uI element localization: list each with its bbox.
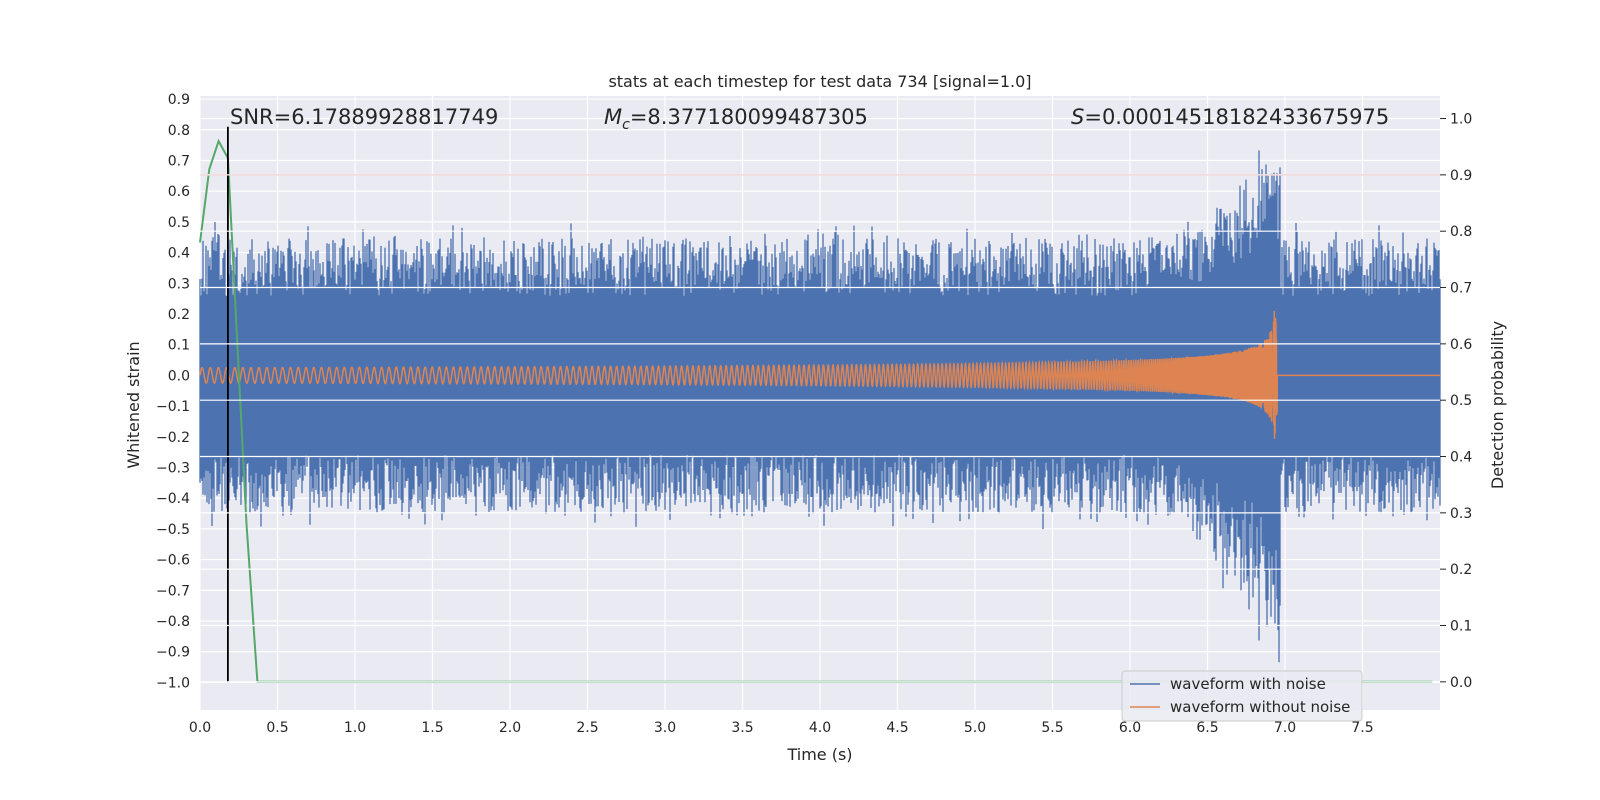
x-tick-label: 2.5 (576, 720, 598, 736)
chirp-mass-annotation: Mc=8.377180099487305 (604, 105, 868, 133)
y-tick-label: −0.4 (156, 491, 190, 507)
y2-tick-label: 0.8 (1450, 224, 1472, 240)
y-tick-label: −0.8 (156, 614, 190, 630)
chirp-mass-value: =8.377180099487305 (630, 105, 868, 129)
y-axis-ticks: 0.9 0.8 0.7 0.6 0.5 0.4 0.3 0.2 0.1 0.0 −0.1 −0.2 −0… (156, 92, 190, 691)
x-tick-label: 4.0 (809, 720, 831, 736)
y-tick-label: 0.4 (168, 246, 190, 262)
y-tick-label: −1.0 (156, 675, 190, 691)
clean-waveform-line (199, 310, 1440, 439)
x-tick-label: 5.0 (964, 720, 986, 736)
y-tick-label: 0.0 (168, 368, 190, 384)
series-waveform-without-noise (199, 310, 1440, 439)
y-tick-label: −0.5 (156, 522, 190, 538)
y-tick-label: −0.9 (156, 645, 190, 661)
y-tick-label: 0.2 (168, 307, 190, 323)
significance-value: =0.00014518182433675975 (1084, 105, 1389, 129)
y2-tick-label: 0.1 (1450, 619, 1472, 635)
significance-annotation: S=0.00014518182433675975 (1071, 105, 1389, 129)
legend-label-noise: waveform with noise (1170, 675, 1326, 693)
y2-tick-label: 1.0 (1450, 112, 1472, 128)
x-tick-label: 3.0 (654, 720, 676, 736)
significance-symbol: S (1071, 105, 1084, 129)
y2-tick-label: 0.0 (1450, 675, 1472, 691)
y-tick-label: −0.1 (156, 399, 190, 415)
legend-box (1121, 670, 1363, 722)
chirp-mass-symbol: M (604, 105, 622, 129)
y2-tick-label: 0.3 (1450, 506, 1472, 522)
x-tick-label: 1.5 (421, 720, 443, 736)
y-tick-label: 0.3 (168, 276, 190, 292)
y-tick-label: 0.6 (168, 184, 190, 200)
chart-title: stats at each timestep for test data 734… (608, 72, 1031, 91)
y-tick-label: −0.7 (156, 583, 190, 599)
x-axis-ticks: 0.0 0.5 1.0 1.5 2.0 2.5 3.0 3.5 4.0 4.5 5.0 5.5 6.0 6… (189, 720, 1374, 736)
x-tick-label: 0.0 (189, 720, 211, 736)
y2-tick-label: 0.5 (1450, 393, 1472, 409)
y-tick-label: 0.9 (168, 92, 190, 108)
y2-tick-label: 0.7 (1450, 281, 1472, 297)
y-axis-label: Whitened strain (124, 341, 143, 468)
x-tick-label: 1.0 (344, 720, 366, 736)
y-tick-label: 0.8 (168, 123, 190, 139)
y-tick-label: −0.6 (156, 553, 190, 569)
y-tick-label: 0.5 (168, 215, 190, 231)
y-tick-label: 0.7 (168, 153, 190, 169)
right-grid (200, 117, 1440, 683)
legend: waveform with noise waveform without noi… (1121, 670, 1363, 722)
y-tick-label: −0.3 (156, 460, 190, 476)
chirp-mass-subscript: c (622, 117, 630, 133)
y2-tick-label: 0.2 (1450, 562, 1472, 578)
x-tick-label: 2.0 (499, 720, 521, 736)
x-tick-label: 5.5 (1041, 720, 1063, 736)
x-tick-label: 6.0 (1119, 720, 1141, 736)
x-tick-label: 3.5 (731, 720, 753, 736)
y-tick-label: 0.1 (168, 338, 190, 354)
x-tick-label: 7.5 (1351, 720, 1373, 736)
x-tick-label: 0.5 (266, 720, 288, 736)
y2-tick-label: 0.4 (1450, 450, 1472, 466)
y2-tick-label: 0.6 (1450, 337, 1472, 353)
x-tick-label: 7.0 (1274, 720, 1296, 736)
y-tick-label: −0.2 (156, 430, 190, 446)
y2-axis-label: Detection probability (1488, 321, 1507, 489)
x-axis-label: Time (s) (786, 745, 852, 764)
y2-tick-label: 0.9 (1450, 168, 1472, 184)
y2-axis-ticks: 1.0 0.9 0.8 0.7 0.6 0.5 0.4 0.3 0.2 0.1 0.0 (1440, 112, 1472, 691)
x-tick-label: 6.5 (1196, 720, 1218, 736)
x-tick-label: 4.5 (886, 720, 908, 736)
snr-annotation: SNR=6.17889928817749 (230, 105, 498, 129)
legend-label-clean: waveform without noise (1170, 698, 1350, 716)
